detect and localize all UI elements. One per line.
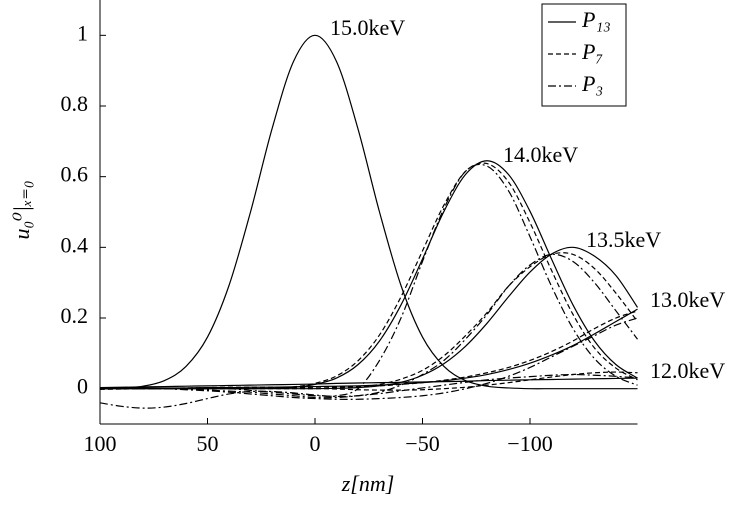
series-line (100, 308, 638, 389)
series-line (100, 163, 638, 397)
annotation: 15.0keV (330, 15, 405, 40)
y-tick-label: 0.2 (61, 303, 89, 328)
annotation: 14.0keV (503, 142, 578, 167)
series-line (100, 310, 638, 390)
x-axis-label: z[nm] (341, 471, 395, 496)
y-axis-label: u₀⁰|ₓ₌₀ (9, 180, 34, 239)
y-tick-label: 0.4 (61, 232, 89, 257)
x-tick-label: 0 (310, 431, 321, 456)
y-tick-label: 0.8 (61, 91, 89, 116)
y-tick-label: 0.6 (61, 162, 89, 187)
x-tick-label: 50 (197, 431, 219, 456)
series-line (100, 371, 638, 391)
annotation: 13.0keV (650, 287, 725, 312)
series-line (100, 377, 638, 389)
legend-box (541, 3, 627, 107)
x-tick-label: −50 (405, 431, 439, 456)
legend-label: P₇ (581, 39, 603, 64)
series-line (100, 317, 638, 400)
y-tick-label: 0 (77, 374, 88, 399)
series-line (100, 34, 638, 390)
y-tick-label: 1 (77, 20, 88, 45)
series-line (100, 246, 638, 390)
series-line (100, 162, 638, 390)
legend-label: P₃ (581, 71, 603, 96)
x-tick-label: −100 (507, 431, 552, 456)
legend-label: P₁₃ (581, 7, 611, 32)
series-line (100, 373, 638, 409)
x-tick-label: 100 (84, 431, 117, 456)
series-line (100, 252, 638, 390)
annotation: 12.0keV (650, 358, 725, 383)
annotation: 13.5keV (586, 227, 661, 252)
